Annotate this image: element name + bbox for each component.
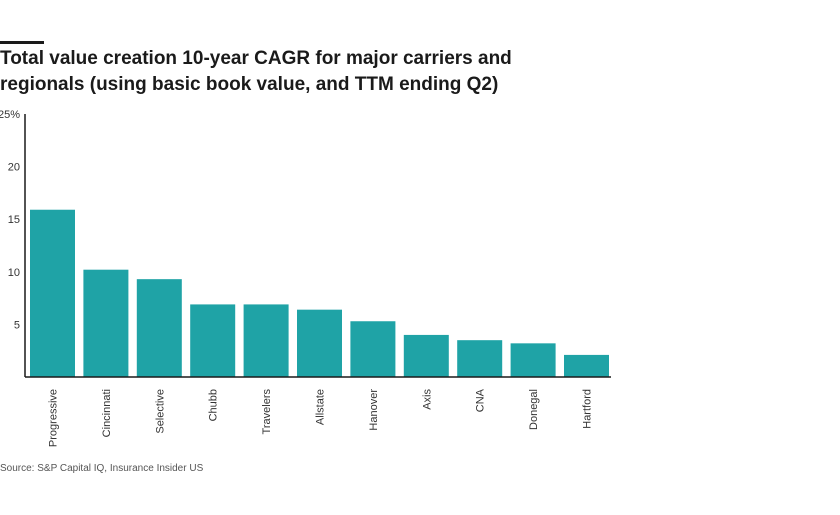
y-axis: 5 10 15 20 25% xyxy=(0,109,20,331)
bar-cincinnati xyxy=(83,269,129,377)
y-tick-label: 10 xyxy=(8,267,20,279)
title-accent-rule xyxy=(0,41,44,44)
x-tick-label: Hartford xyxy=(582,389,594,429)
bar-progressive xyxy=(30,209,75,377)
x-axis: Progressive Cincinnati Selective Chubb Trave… xyxy=(48,388,594,447)
bar-selective xyxy=(136,279,182,377)
x-tick-label: Allstate xyxy=(315,389,327,425)
bar-travelers xyxy=(243,304,289,377)
x-tick-label: Chubb xyxy=(208,389,220,421)
source-note: Source: S&P Capital IQ, Insurance Inside… xyxy=(0,463,204,474)
bar-chart: 5 10 15 20 25% Progressive Cincinnati Selectiv… xyxy=(0,109,611,447)
y-tick-label: 20 xyxy=(8,162,20,174)
y-tick-label: 5 xyxy=(14,319,20,331)
bar-axis xyxy=(403,334,449,377)
bar-hartford xyxy=(564,354,609,377)
bar-donegal xyxy=(510,343,556,377)
x-tick-label: Travelers xyxy=(261,389,273,435)
x-tick-label: Donegal xyxy=(528,389,540,430)
x-tick-label: Axis xyxy=(421,389,433,410)
x-tick-label: CNA xyxy=(475,388,487,412)
y-tick-label: 25% xyxy=(0,109,20,121)
bar-hanover xyxy=(350,321,396,377)
chart-title: Total value creation 10-year CAGR for ma… xyxy=(0,48,512,95)
x-tick-label: Hanover xyxy=(368,389,380,431)
y-tick-label: 15 xyxy=(8,214,20,226)
bar-allstate xyxy=(297,309,342,377)
x-tick-label: Selective xyxy=(154,389,166,434)
x-tick-label: Cincinnati xyxy=(101,389,113,437)
bar-cna xyxy=(457,340,503,377)
bars-group xyxy=(30,209,609,377)
bar-chubb xyxy=(190,304,236,377)
x-tick-label: Progressive xyxy=(48,389,60,447)
